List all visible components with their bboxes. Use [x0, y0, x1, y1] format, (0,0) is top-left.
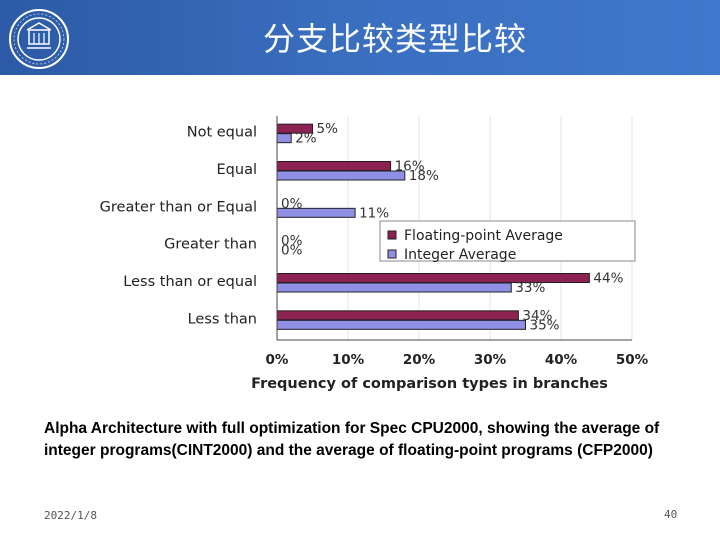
footer-date: 2022/1/8 — [44, 509, 97, 522]
legend-swatch — [387, 230, 397, 240]
bar-value-label: 33% — [515, 280, 545, 296]
bar-value-label: 34% — [522, 308, 552, 324]
bar-value-label: 35% — [530, 317, 560, 333]
bar-value-labels: 5%2%16%18%0%11%0%0%44%33%34%35% — [281, 121, 624, 333]
legend-label: Integer Average — [404, 247, 516, 263]
x-tick-label: 40% — [545, 352, 578, 368]
bar-integer — [276, 319, 526, 330]
category-label: Not equal — [187, 125, 257, 141]
chart-legend: Floating-point Average Integer Average — [379, 220, 636, 263]
bar-value-label: 11% — [359, 205, 389, 221]
bar-value-label: 44% — [593, 271, 623, 287]
category-label: Equal — [217, 162, 257, 178]
x-tick-label: 50% — [616, 352, 649, 368]
bar-value-label: 2% — [295, 131, 317, 147]
x-tick-label: 30% — [474, 352, 507, 368]
legend-label: Floating-point Average — [404, 228, 563, 244]
bar-floating-point — [276, 310, 519, 321]
university-seal-icon — [9, 9, 69, 69]
slide-title: 分支比较类型比较 — [262, 20, 527, 58]
category-label: Less than or equal — [123, 274, 257, 290]
category-label: Greater than or Equal — [100, 199, 257, 215]
bar-value-label: 18% — [409, 168, 439, 184]
x-axis-label: Frequency of comparison types in branche… — [251, 376, 608, 392]
bar-integer — [276, 282, 512, 293]
category-labels: Not equal Equal Greater than or Equal Great… — [100, 125, 257, 328]
x-tick-labels: 0% 10% 20% 30% 40% 50% — [266, 352, 649, 368]
x-tick-label: 10% — [332, 352, 365, 368]
slide-caption: Alpha Architecture with full optimizatio… — [44, 420, 660, 459]
bar-integer — [276, 170, 406, 181]
legend-box — [379, 220, 636, 262]
page-number: 40 — [664, 508, 678, 521]
bar-value-label: 16% — [395, 159, 425, 175]
bar-floating-point — [276, 161, 392, 171]
bar-value-label: 0% — [281, 233, 303, 249]
slide-header: 分支比较类型比较 — [0, 0, 720, 75]
bar-value-label: 0% — [281, 243, 303, 259]
bar-value-label: 5% — [317, 121, 339, 137]
category-label: Greater than — [164, 237, 257, 253]
legend-swatch — [387, 249, 397, 259]
x-tick-label: 0% — [266, 352, 289, 368]
bar-value-label: 0% — [281, 196, 303, 212]
bar-integer — [276, 133, 292, 144]
category-label: Less than — [188, 311, 257, 327]
bar-chart: Not equal Equal Greater than or Equal Great… — [100, 116, 649, 392]
x-tick-label: 20% — [403, 352, 436, 368]
